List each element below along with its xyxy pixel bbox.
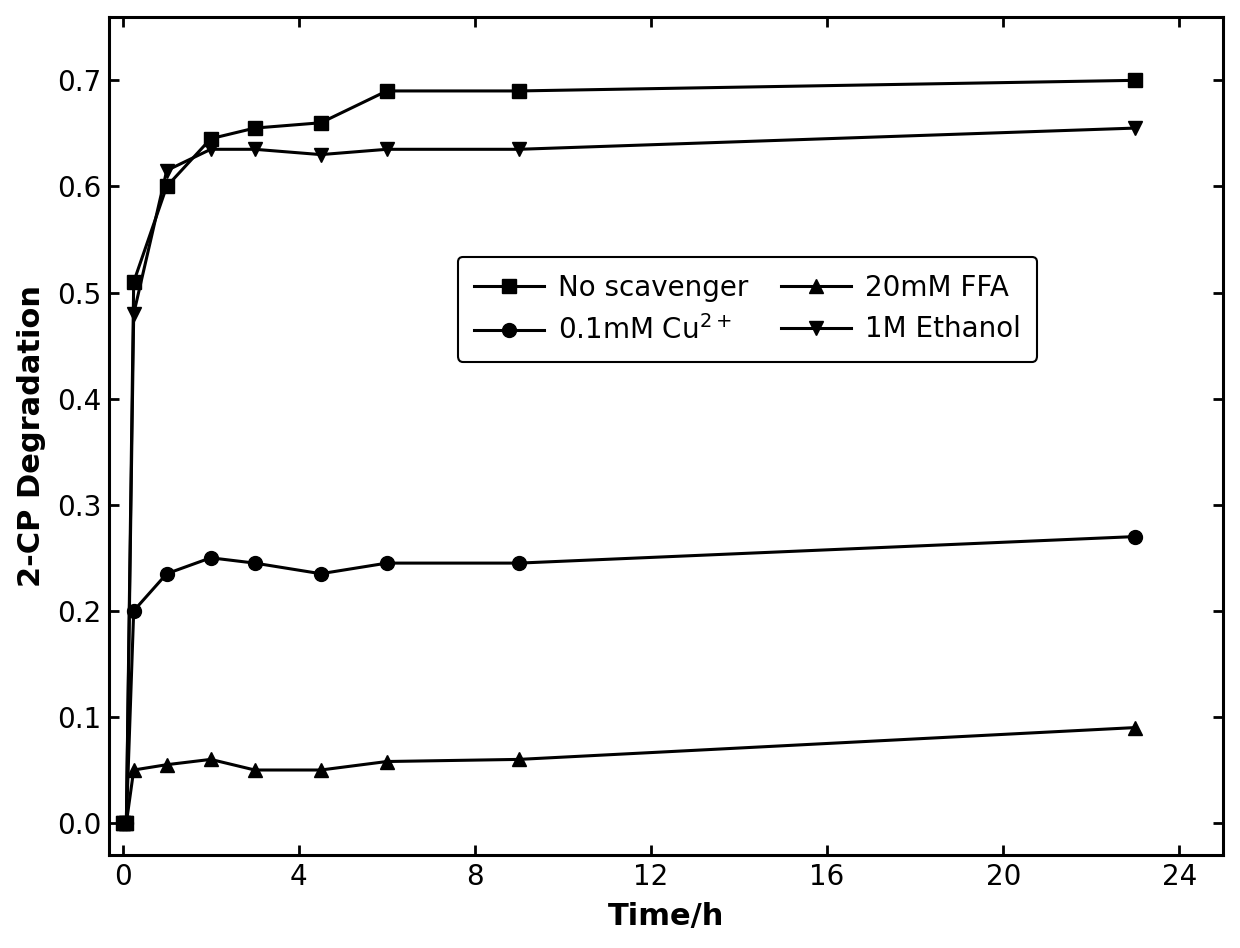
20mM FFA (314, 764, 329, 775)
No scavenger (511, 85, 526, 97)
1M Ethanol (159, 165, 174, 176)
0.1mM Cu$^{2+}$ (511, 557, 526, 569)
X-axis label: Time/h: Time/h (609, 902, 724, 931)
Line: 20mM FFA: 20mM FFA (115, 720, 1142, 830)
No scavenger (1128, 75, 1143, 86)
20mM FFA (115, 817, 130, 829)
0.1mM Cu$^{2+}$ (1128, 531, 1143, 542)
0.1mM Cu$^{2+}$ (314, 568, 329, 579)
No scavenger (247, 122, 262, 134)
1M Ethanol (379, 143, 394, 155)
No scavenger (119, 817, 134, 829)
No scavenger (314, 118, 329, 129)
No scavenger (115, 817, 130, 829)
1M Ethanol (1128, 122, 1143, 134)
20mM FFA (379, 756, 394, 767)
1M Ethanol (511, 143, 526, 155)
No scavenger (159, 181, 174, 192)
Legend: No scavenger, 0.1mM Cu$^{2+}$, 20mM FFA, 1M Ethanol: No scavenger, 0.1mM Cu$^{2+}$, 20mM FFA,… (458, 257, 1037, 362)
0.1mM Cu$^{2+}$ (126, 605, 141, 616)
1M Ethanol (126, 308, 141, 319)
No scavenger (203, 133, 218, 144)
Line: No scavenger: No scavenger (115, 73, 1142, 830)
Line: 1M Ethanol: 1M Ethanol (115, 121, 1142, 830)
1M Ethanol (314, 149, 329, 160)
20mM FFA (119, 817, 134, 829)
20mM FFA (159, 759, 174, 771)
20mM FFA (1128, 721, 1143, 733)
Y-axis label: 2-CP Degradation: 2-CP Degradation (16, 284, 46, 587)
0.1mM Cu$^{2+}$ (203, 552, 218, 563)
0.1mM Cu$^{2+}$ (119, 817, 134, 829)
No scavenger (126, 276, 141, 287)
1M Ethanol (115, 817, 130, 829)
0.1mM Cu$^{2+}$ (247, 557, 262, 569)
20mM FFA (511, 754, 526, 765)
0.1mM Cu$^{2+}$ (379, 557, 394, 569)
1M Ethanol (247, 143, 262, 155)
No scavenger (379, 85, 394, 97)
1M Ethanol (203, 143, 218, 155)
20mM FFA (203, 754, 218, 765)
20mM FFA (126, 764, 141, 775)
1M Ethanol (119, 817, 134, 829)
20mM FFA (247, 764, 262, 775)
0.1mM Cu$^{2+}$ (159, 568, 174, 579)
0.1mM Cu$^{2+}$ (115, 817, 130, 829)
Line: 0.1mM Cu$^{2+}$: 0.1mM Cu$^{2+}$ (115, 530, 1142, 830)
